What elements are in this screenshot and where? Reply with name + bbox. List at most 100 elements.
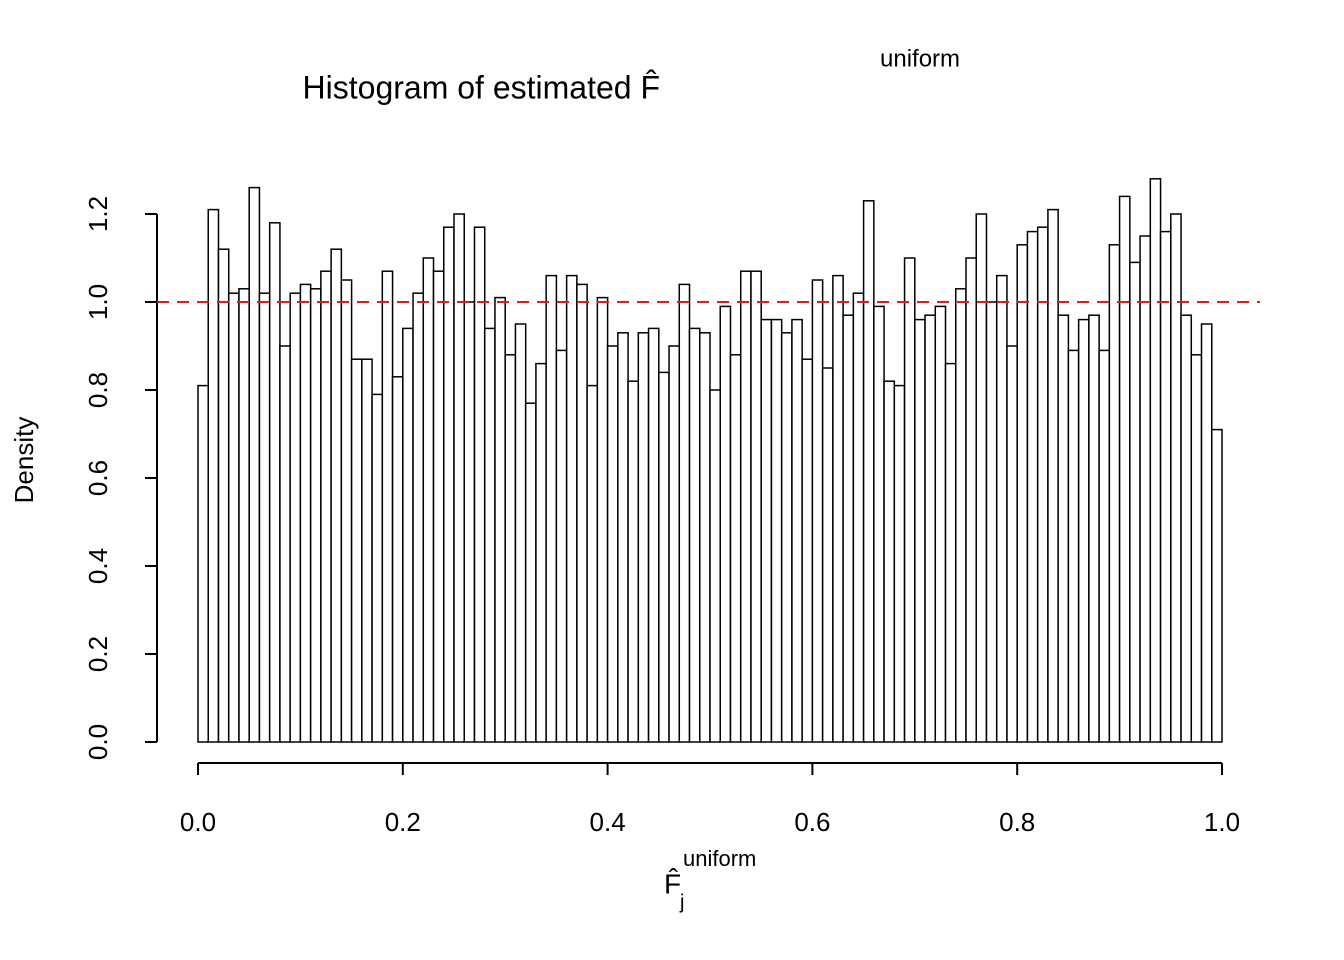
y-tick-label: 0.6 xyxy=(83,460,113,496)
bar xyxy=(1016,244,1029,743)
bar xyxy=(350,358,363,743)
bar xyxy=(924,314,937,743)
y-tick-label: 1.2 xyxy=(83,196,113,232)
bar xyxy=(1159,230,1172,743)
bar xyxy=(227,292,240,743)
bar xyxy=(1118,195,1131,743)
bar xyxy=(576,283,588,743)
bar xyxy=(1098,349,1111,743)
bar xyxy=(463,301,476,743)
bar xyxy=(862,200,875,743)
bar xyxy=(1026,230,1039,743)
bar xyxy=(299,283,312,743)
bar xyxy=(443,226,455,743)
bar xyxy=(289,292,302,743)
bar xyxy=(852,292,865,743)
bar xyxy=(955,288,967,743)
bar xyxy=(699,332,711,743)
bar xyxy=(801,358,814,743)
bar xyxy=(811,279,824,743)
bar xyxy=(422,257,435,743)
bar xyxy=(207,208,220,743)
bar xyxy=(402,327,414,743)
bar xyxy=(1180,314,1193,743)
x-tick-label: 1.0 xyxy=(1204,807,1240,837)
bar xyxy=(1190,354,1203,743)
bar xyxy=(258,292,271,743)
bar xyxy=(555,349,568,743)
bar xyxy=(412,292,425,743)
bar xyxy=(780,332,793,743)
bar xyxy=(504,354,517,743)
bar xyxy=(248,186,261,743)
y-tick-label: 1.0 xyxy=(83,284,113,320)
bar xyxy=(975,213,988,743)
bar xyxy=(995,274,1008,743)
bar xyxy=(770,318,783,743)
bar xyxy=(1036,226,1049,743)
bar xyxy=(473,226,486,743)
bar xyxy=(586,384,599,743)
bar xyxy=(494,296,506,743)
bar xyxy=(832,274,844,743)
bar xyxy=(1047,208,1059,743)
bar xyxy=(279,345,291,743)
bar xyxy=(1006,345,1018,743)
x-axis-label: F̂ xyxy=(664,868,681,899)
bar xyxy=(903,257,916,743)
bar xyxy=(268,222,281,743)
bar xyxy=(606,345,619,743)
y-tick-label: 0.2 xyxy=(83,636,113,672)
bar xyxy=(1139,235,1152,743)
x-tick-label: 0.4 xyxy=(590,807,626,837)
bar xyxy=(709,389,721,743)
bar xyxy=(361,358,373,743)
x-tick-label: 0.2 xyxy=(385,807,421,837)
bar xyxy=(524,402,537,743)
bar xyxy=(217,248,230,743)
bar xyxy=(1211,428,1223,743)
bar xyxy=(514,323,527,743)
x-tick-label: 0.6 xyxy=(794,807,830,837)
bar xyxy=(719,305,732,743)
bar xyxy=(668,345,681,743)
bar xyxy=(729,354,742,743)
bar xyxy=(391,376,404,743)
bar xyxy=(1170,213,1182,743)
bar xyxy=(596,296,609,743)
y-axis-label: Density xyxy=(9,417,39,504)
chart-title-superscript: uniform xyxy=(880,45,960,72)
bar xyxy=(330,248,343,743)
bar xyxy=(483,327,496,743)
bar xyxy=(1129,261,1141,743)
bar xyxy=(197,384,209,743)
chart-title: Histogram of estimated F̂ xyxy=(303,69,660,105)
bar xyxy=(1088,314,1100,743)
bar xyxy=(739,270,752,743)
bar xyxy=(658,371,670,743)
bar xyxy=(1077,318,1090,743)
bar xyxy=(565,274,578,743)
bar xyxy=(381,270,394,743)
bar xyxy=(1200,323,1213,743)
bar xyxy=(432,270,445,743)
y-tick-label: 0.4 xyxy=(83,548,113,584)
bar xyxy=(821,367,834,743)
bar xyxy=(1108,244,1121,743)
bar xyxy=(873,305,885,743)
x-tick-label: 0.0 xyxy=(180,807,216,837)
bar xyxy=(371,393,384,743)
y-tick-label: 0.8 xyxy=(83,372,113,408)
x-tick-label: 0.8 xyxy=(999,807,1035,837)
bar xyxy=(309,288,322,743)
bar xyxy=(340,279,353,743)
bar xyxy=(1149,178,1162,743)
bar xyxy=(617,332,629,743)
bar xyxy=(238,288,250,743)
bar xyxy=(914,318,926,743)
bar xyxy=(1057,314,1070,743)
bar xyxy=(678,283,691,743)
x-axis-label-subscript: j xyxy=(679,891,684,913)
bar xyxy=(750,270,762,743)
